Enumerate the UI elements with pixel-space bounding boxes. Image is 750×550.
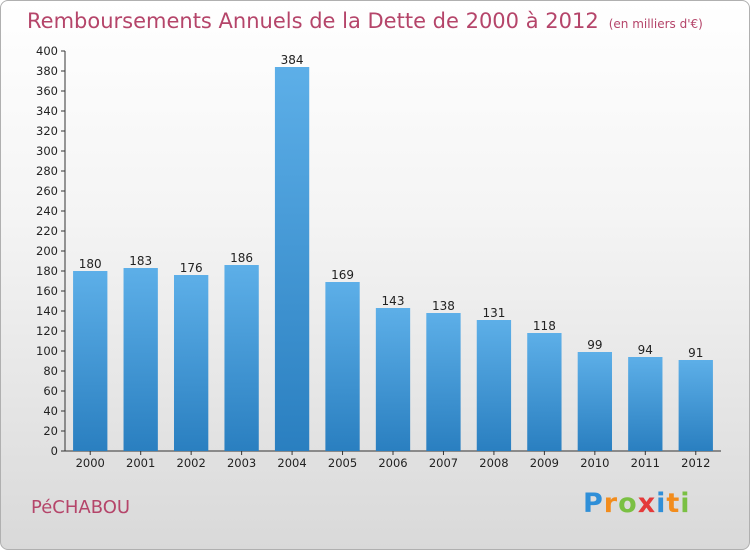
- bar-2006: [375, 308, 411, 451]
- chart-title-text: Remboursements Annuels de la Dette de 20…: [27, 9, 599, 33]
- y-tick-label: 20: [43, 424, 58, 438]
- y-tick-label: 160: [36, 284, 58, 298]
- bar-2008: [476, 320, 512, 451]
- value-label-2002: 176: [180, 261, 203, 275]
- y-tick-label: 140: [36, 304, 58, 318]
- bar-2002: [173, 275, 209, 451]
- unit-note: (en milliers d'€): [608, 17, 703, 31]
- logo-letter: x: [637, 488, 657, 519]
- bars: [73, 67, 713, 451]
- bar-2001: [123, 268, 158, 451]
- x-tick-label: 2003: [227, 456, 256, 470]
- x-tick-label: 2004: [277, 456, 306, 470]
- value-label-2003: 186: [230, 251, 253, 265]
- bar-2009: [527, 333, 562, 451]
- bar-2000: [73, 271, 108, 451]
- logo-letter: t: [666, 488, 681, 519]
- y-tick-label: 260: [36, 184, 58, 198]
- x-tick-label: 2000: [76, 456, 105, 470]
- logo-letter: r: [603, 488, 619, 519]
- logo-letter: i: [680, 488, 691, 519]
- proxiti-logo: Proxiti: [583, 488, 691, 519]
- x-tick-label: 2002: [177, 456, 206, 470]
- y-tick-label: 280: [36, 164, 58, 178]
- bar-2011: [628, 357, 663, 451]
- bar-2005: [325, 282, 360, 451]
- value-label-2004: 384: [281, 53, 304, 67]
- bar-2003: [224, 265, 259, 451]
- y-tick-label: 40: [43, 404, 58, 418]
- x-tick-label: 2006: [378, 456, 407, 470]
- y-tick-label: 180: [36, 264, 58, 278]
- x-tick-label: 2008: [479, 456, 508, 470]
- y-tick-label: 340: [36, 104, 58, 118]
- x-tick-label: 2010: [580, 456, 609, 470]
- value-label-2009: 118: [533, 319, 556, 333]
- value-label-2011: 94: [638, 343, 653, 357]
- y-tick-label: 200: [36, 244, 58, 258]
- y-tick-label: 380: [36, 64, 58, 78]
- y-tick-label: 80: [43, 364, 58, 378]
- y-tick-label: 300: [36, 144, 58, 158]
- x-tick-label: 2009: [530, 456, 559, 470]
- value-label-2001: 183: [129, 254, 152, 268]
- y-tick-label: 100: [36, 344, 58, 358]
- y-tick-label: 360: [36, 84, 58, 98]
- logo-letter: o: [618, 488, 638, 519]
- y-tick-label: 220: [36, 224, 58, 238]
- x-tick-label: 2001: [126, 456, 155, 470]
- y-tick-label: 60: [43, 384, 58, 398]
- y-tick-label: 0: [51, 444, 58, 458]
- y-tick-label: 120: [36, 324, 58, 338]
- bar-2010: [577, 352, 613, 451]
- bar-2012: [678, 360, 713, 451]
- value-label-2007: 138: [432, 299, 455, 313]
- y-tick-label: 320: [36, 124, 58, 138]
- logo-letter: P: [583, 488, 604, 519]
- x-tick-label: 2011: [631, 456, 660, 470]
- town-name: PéCHABOU: [31, 497, 131, 518]
- value-label-2012: 91: [688, 346, 703, 360]
- x-tick-label: 2005: [328, 456, 357, 470]
- value-label-2005: 169: [331, 268, 354, 282]
- x-tick-label: 2007: [429, 456, 458, 470]
- value-label-2008: 131: [482, 306, 505, 320]
- value-label-2006: 143: [382, 294, 405, 308]
- y-tick-label: 400: [36, 44, 58, 58]
- axes: 0 20 40 60 80 100 120 140 160 180 200 220 240 260 280 3…: [36, 44, 721, 470]
- chart-title: Remboursements Annuels de la Dette de 20…: [27, 9, 703, 33]
- y-tick-label: 240: [36, 204, 58, 218]
- x-tick-label: 2012: [681, 456, 710, 470]
- data-labels: 180 183 176 186 384 169 143 138 131 118 99 94 91: [79, 53, 704, 360]
- value-label-2000: 180: [79, 257, 102, 271]
- bar-2004: [274, 67, 310, 451]
- bar-2007: [426, 313, 461, 451]
- logo-letter: i: [656, 488, 667, 519]
- value-label-2010: 99: [587, 338, 602, 352]
